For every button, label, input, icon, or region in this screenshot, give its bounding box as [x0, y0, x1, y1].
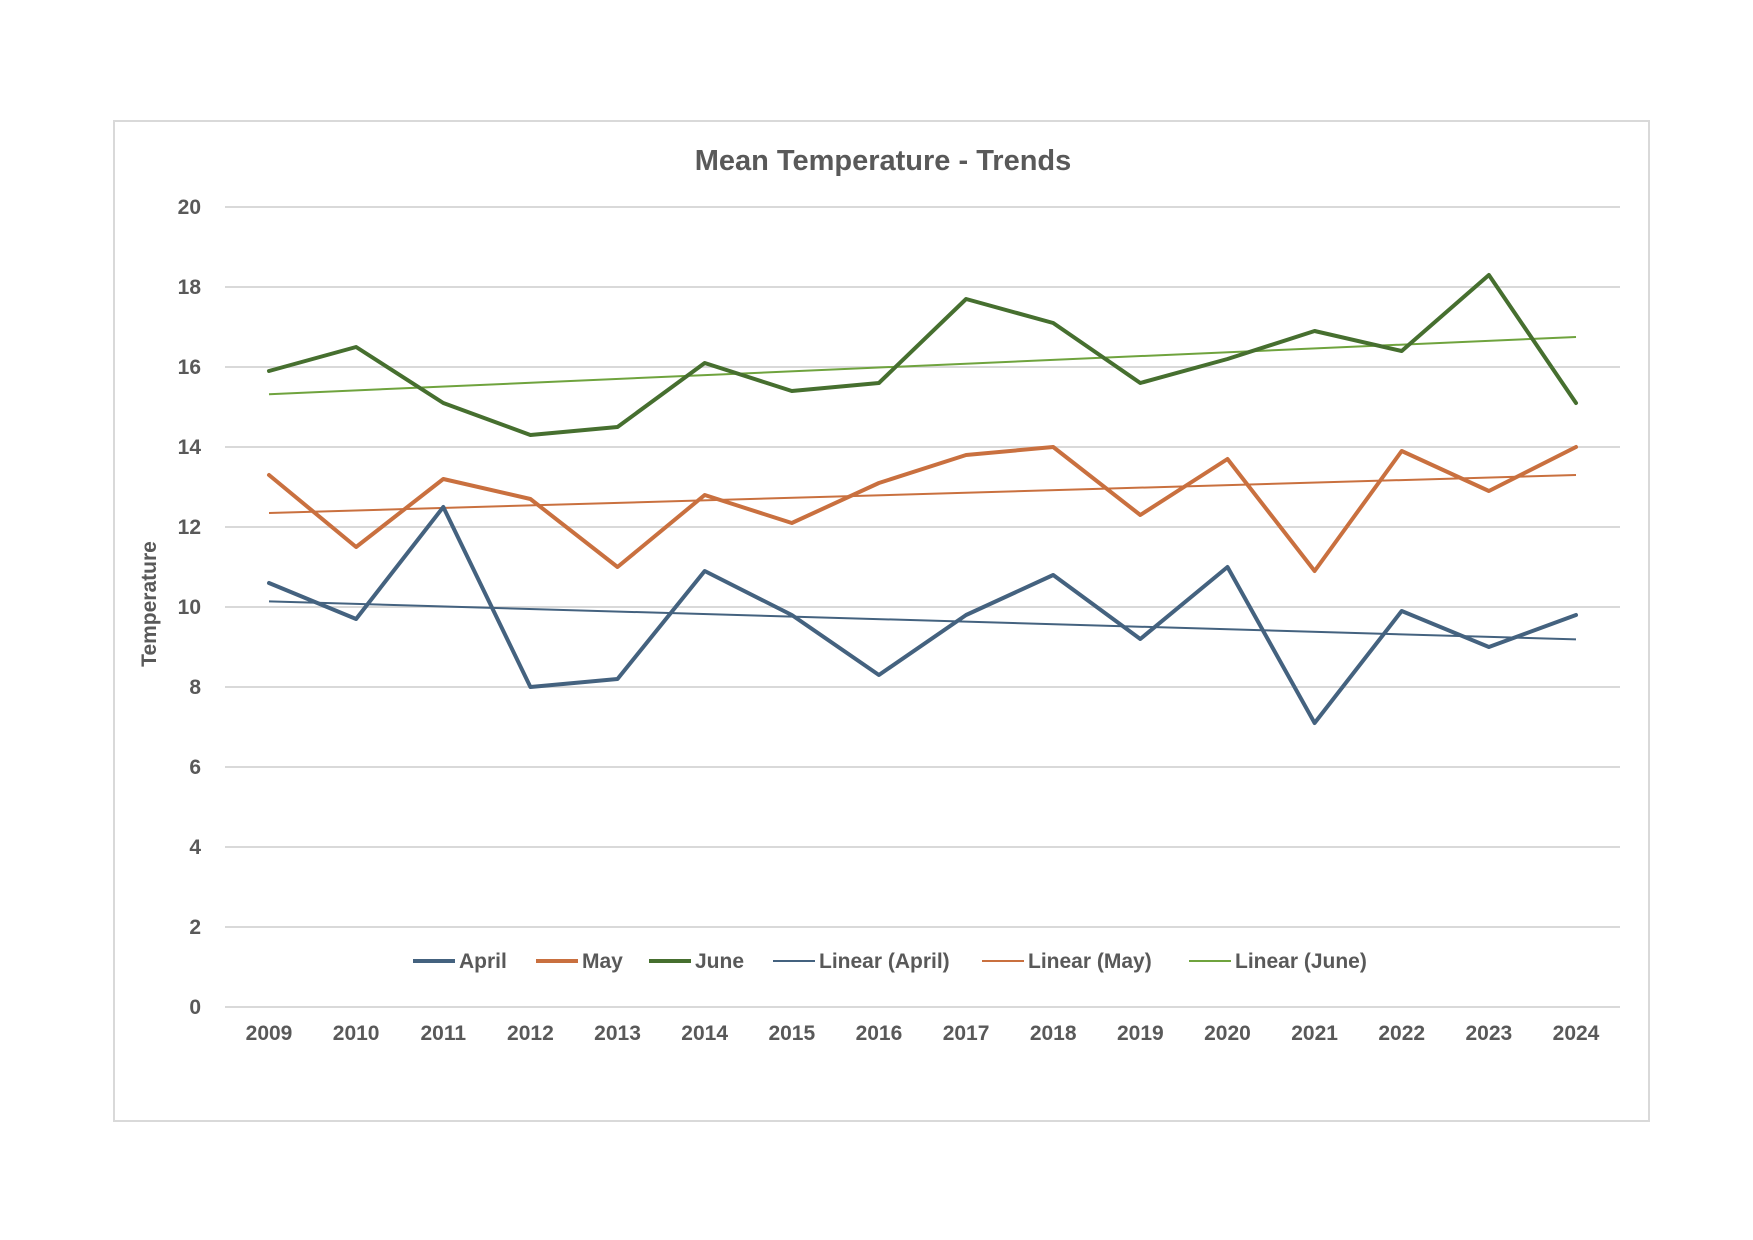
- trendline-linear-may: [268, 474, 1577, 514]
- x-tick-label: 2011: [420, 1022, 466, 1045]
- y-tick-label: 12: [178, 516, 201, 539]
- x-tick-label: 2013: [594, 1022, 641, 1045]
- series-line-may: [267, 445, 1578, 573]
- x-tick-label: 2015: [768, 1022, 815, 1045]
- x-axis-ticks: 2009 2010 2011 2012 2013 2014 2015 2016 2017 2018…: [246, 1022, 1600, 1045]
- y-tick-label: 18: [178, 276, 202, 299]
- x-tick-label: 2012: [507, 1022, 554, 1045]
- trendlines: [268, 336, 1577, 641]
- x-tick-label: 2020: [1204, 1022, 1251, 1045]
- chart-canvas: Mean Temperature - Trends Temperature 0 2…: [138, 145, 1620, 1045]
- y-tick-label: 14: [178, 436, 202, 459]
- y-tick-label: 2: [189, 916, 201, 939]
- chart-frame: Mean Temperature - Trends Temperature 0 2…: [113, 120, 1650, 1122]
- x-tick-label: 2016: [856, 1022, 903, 1045]
- x-tick-label: 2019: [1117, 1022, 1164, 1045]
- x-tick-label: 2010: [333, 1022, 380, 1045]
- x-tick-label: 2017: [943, 1022, 990, 1045]
- legend-label: May: [582, 950, 623, 973]
- trendline-linear-june: [268, 336, 1577, 396]
- y-tick-label: 20: [178, 196, 201, 219]
- x-tick-label: 2023: [1466, 1022, 1513, 1045]
- y-tick-label: 10: [178, 596, 201, 619]
- legend-label: Linear (April): [819, 950, 950, 973]
- y-tick-label: 0: [189, 996, 201, 1019]
- y-tick-label: 8: [189, 676, 201, 699]
- legend-label: Linear (June): [1235, 950, 1367, 973]
- y-axis-ticks: 0 2 4 6 8 10 12 14 16 18 20: [178, 196, 202, 1019]
- series-line-june: [267, 273, 1578, 437]
- x-tick-label: 2014: [681, 1022, 728, 1045]
- series-lines: [267, 273, 1578, 725]
- x-tick-label: 2021: [1291, 1022, 1338, 1045]
- trendline-linear-april: [268, 600, 1577, 641]
- legend-label: April: [459, 950, 507, 973]
- legend-label: June: [695, 950, 744, 973]
- x-tick-label: 2024: [1553, 1022, 1600, 1045]
- y-tick-label: 16: [178, 356, 201, 379]
- x-tick-label: 2022: [1378, 1022, 1425, 1045]
- x-tick-label: 2018: [1030, 1022, 1077, 1045]
- series-line-april: [267, 505, 1578, 725]
- chart-title: Mean Temperature - Trends: [695, 145, 1072, 177]
- legend: April May June Linear (April) Linear (May) Li…: [413, 950, 1367, 973]
- y-axis-label: Temperature: [138, 541, 161, 667]
- y-tick-label: 4: [189, 836, 201, 859]
- legend-label: Linear (May): [1028, 950, 1152, 973]
- x-tick-label: 2009: [246, 1022, 293, 1045]
- y-tick-label: 6: [189, 756, 201, 779]
